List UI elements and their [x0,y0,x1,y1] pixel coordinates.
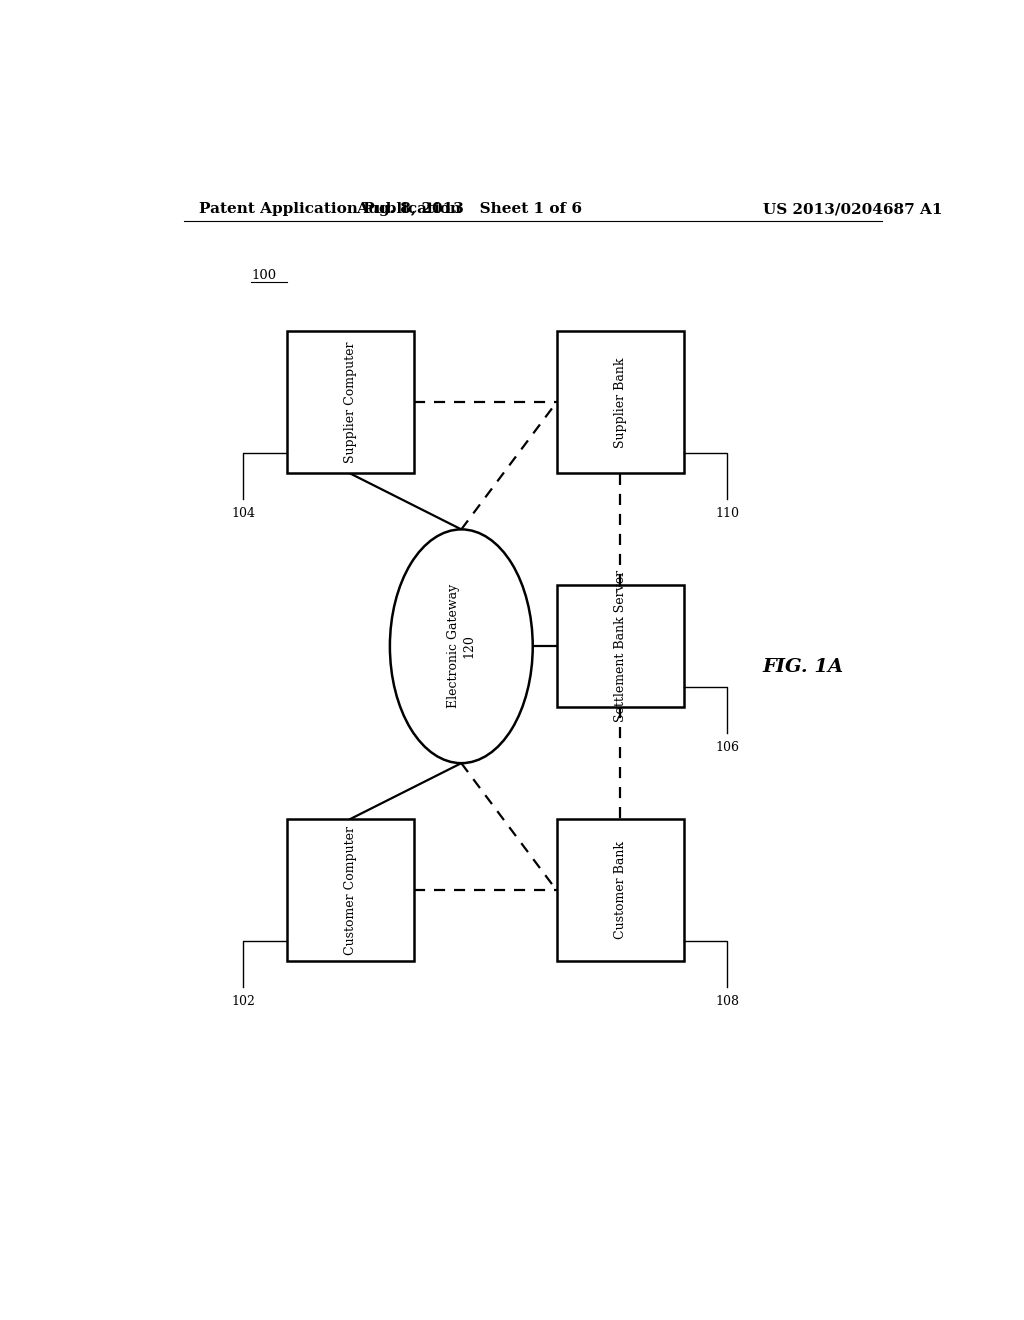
Text: 110: 110 [715,507,739,520]
Text: Electronic Gateway
120: Electronic Gateway 120 [447,585,475,709]
FancyBboxPatch shape [557,331,684,474]
FancyBboxPatch shape [287,331,414,474]
Text: 106: 106 [715,741,739,754]
Text: Customer Bank: Customer Bank [613,841,627,940]
Text: Supplier Bank: Supplier Bank [613,358,627,447]
FancyBboxPatch shape [557,585,684,708]
Text: Aug. 8, 2013   Sheet 1 of 6: Aug. 8, 2013 Sheet 1 of 6 [356,202,583,216]
Text: 102: 102 [231,995,255,1008]
Text: US 2013/0204687 A1: US 2013/0204687 A1 [763,202,942,216]
Text: 100: 100 [251,269,276,282]
Text: FIG. 1A: FIG. 1A [763,657,844,676]
Text: 108: 108 [715,995,739,1008]
Text: Customer Computer: Customer Computer [344,826,356,954]
Text: Patent Application Publication: Patent Application Publication [200,202,462,216]
FancyBboxPatch shape [287,818,414,961]
Text: Supplier Computer: Supplier Computer [344,342,356,463]
Text: 104: 104 [231,507,255,520]
FancyBboxPatch shape [557,818,684,961]
Ellipse shape [390,529,532,763]
Text: Settlement Bank Server: Settlement Bank Server [613,570,627,722]
